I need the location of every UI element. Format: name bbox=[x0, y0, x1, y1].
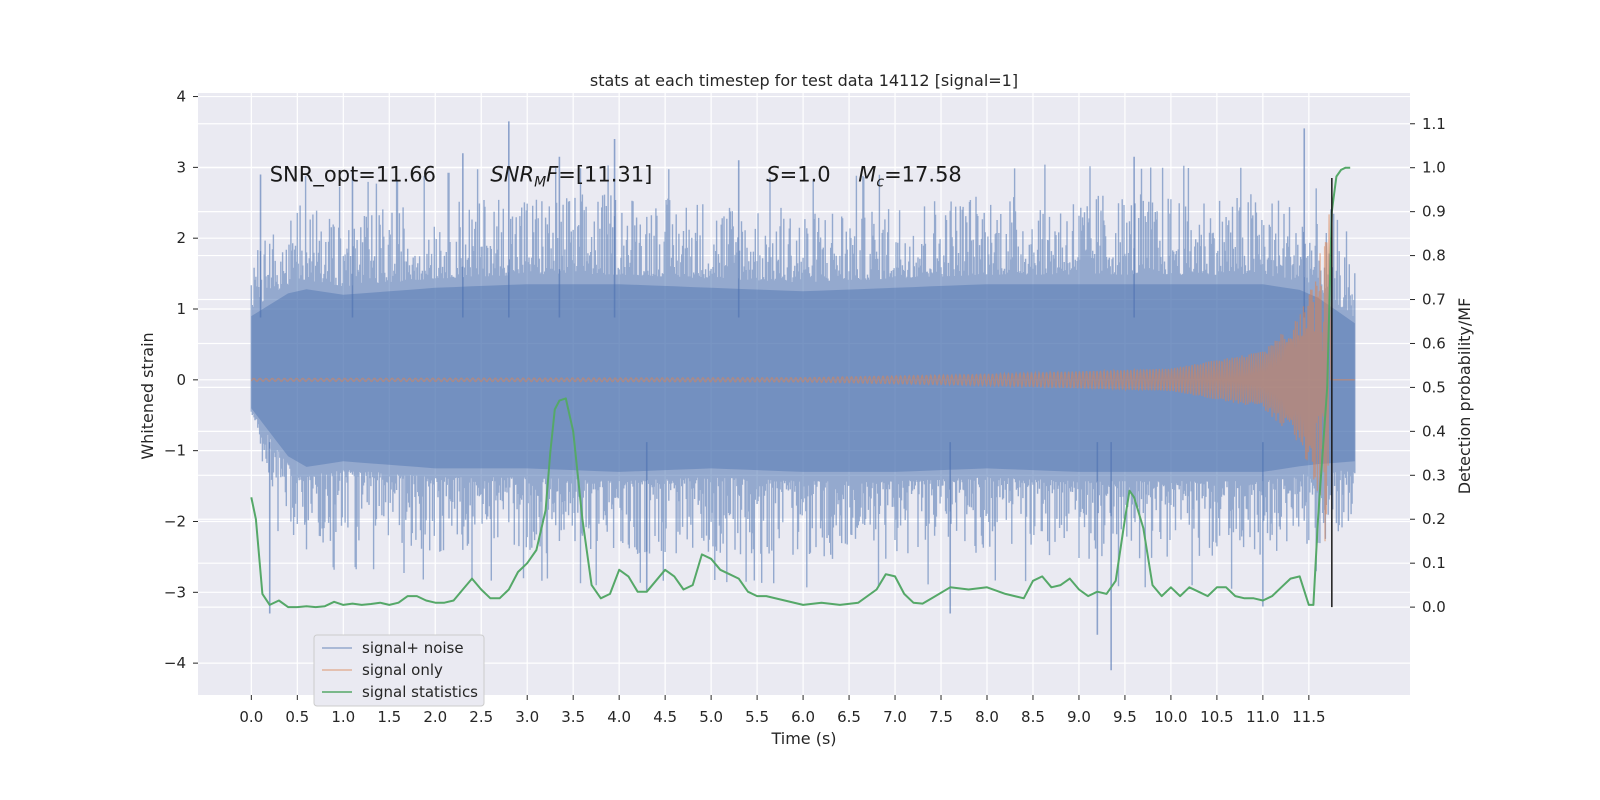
x-tick-label: 10.5 bbox=[1200, 708, 1233, 726]
annotation-text: S=1.0 bbox=[766, 162, 830, 186]
x-tick-label: 3.5 bbox=[561, 708, 585, 726]
x-tick-label: 0.5 bbox=[285, 708, 309, 726]
x-tick-label: 6.5 bbox=[837, 708, 861, 726]
y-left-tick-label: 2 bbox=[176, 229, 186, 247]
y-right-tick-label: 0.9 bbox=[1422, 203, 1446, 221]
chart-title: stats at each timestep for test data 141… bbox=[590, 71, 1018, 90]
series-signal-only bbox=[250, 214, 1355, 542]
y-right-tick-label: 0.8 bbox=[1422, 247, 1446, 265]
x-tick-label: 11.5 bbox=[1292, 708, 1325, 726]
x-tick-label: 4.0 bbox=[607, 708, 631, 726]
x-tick-label: 8.5 bbox=[1021, 708, 1045, 726]
y-right-tick-label: 0.0 bbox=[1422, 598, 1446, 616]
x-tick-label: 6.0 bbox=[791, 708, 815, 726]
noise-core bbox=[251, 284, 1355, 472]
right-y-axis-ticks: 0.0 0.1 0.2 0.3 0.4 0.5 0.6 0.7 0.8 0.9 1.0 1.1 bbox=[1410, 115, 1446, 616]
x-axis-label: Time (s) bbox=[770, 729, 836, 748]
y-left-tick-label: −1 bbox=[164, 442, 186, 460]
y-right-tick-label: 1.0 bbox=[1422, 159, 1446, 177]
chirp-trace bbox=[250, 214, 1355, 542]
y-right-tick-label: 0.5 bbox=[1422, 378, 1446, 396]
series-signal-plus-noise bbox=[250, 121, 1356, 671]
y-right-tick-label: 0.3 bbox=[1422, 466, 1446, 484]
y-right-tick-label: 0.2 bbox=[1422, 510, 1446, 528]
x-tick-label: 5.5 bbox=[745, 708, 769, 726]
x-tick-label: 1.0 bbox=[331, 708, 355, 726]
y-right-tick-label: 0.1 bbox=[1422, 554, 1446, 572]
legend-label-signal-statistics: signal statistics bbox=[362, 683, 478, 701]
y-left-tick-label: −4 bbox=[164, 654, 186, 672]
y-left-tick-label: 4 bbox=[176, 88, 186, 106]
annotation-text: SNRMF=[11.31] bbox=[490, 162, 652, 190]
y-right-tick-label: 0.4 bbox=[1422, 422, 1446, 440]
left-y-axis-ticks: −4 −3 −2 −1 0 1 2 3 4 bbox=[164, 88, 198, 672]
y-left-tick-label: 1 bbox=[176, 300, 186, 318]
x-tick-label: 8.0 bbox=[975, 708, 999, 726]
statistics-line bbox=[250, 166, 1351, 609]
x-tick-label: 1.5 bbox=[377, 708, 401, 726]
annotation-text: SNR_opt=11.66 bbox=[270, 162, 436, 187]
annotation-text: Mc=17.58 bbox=[858, 162, 962, 190]
y-left-tick-label: 3 bbox=[176, 158, 186, 176]
x-tick-label: 2.0 bbox=[423, 708, 447, 726]
x-tick-label: 7.5 bbox=[929, 708, 953, 726]
x-tick-label: 4.5 bbox=[653, 708, 677, 726]
legend-label-signal-only: signal only bbox=[362, 661, 443, 679]
left-y-axis-label: Whitened strain bbox=[138, 332, 157, 459]
y-left-tick-label: −2 bbox=[164, 512, 186, 530]
annotations: SNR_opt=11.66 SNRMF=[11.31] S=1.0 Mc=17.58 bbox=[270, 162, 962, 190]
y-right-tick-label: 0.7 bbox=[1422, 291, 1446, 309]
right-y-axis-label: Detection probability/MF bbox=[1455, 298, 1474, 495]
x-tick-label: 5.0 bbox=[699, 708, 723, 726]
legend: signal+ noise signal only signal statist… bbox=[313, 634, 485, 707]
x-tick-label: 9.5 bbox=[1113, 708, 1137, 726]
y-left-tick-label: −3 bbox=[164, 583, 186, 601]
y-left-tick-label: 0 bbox=[176, 371, 186, 389]
series-signal-statistics bbox=[250, 166, 1351, 609]
x-tick-label: 7.0 bbox=[883, 708, 907, 726]
y-right-tick-label: 0.6 bbox=[1422, 334, 1446, 352]
legend-box bbox=[313, 634, 485, 707]
x-tick-label: 0.0 bbox=[239, 708, 263, 726]
x-tick-label: 2.5 bbox=[469, 708, 493, 726]
y-right-tick-label: 1.1 bbox=[1422, 115, 1446, 133]
legend-label-signal-plus-noise: signal+ noise bbox=[362, 639, 464, 657]
x-tick-label: 9.0 bbox=[1067, 708, 1091, 726]
x-tick-label: 11.0 bbox=[1246, 708, 1279, 726]
x-tick-label: 10.0 bbox=[1154, 708, 1187, 726]
x-tick-label: 3.0 bbox=[515, 708, 539, 726]
x-axis-ticks: 0.0 0.5 1.0 1.5 2.0 2.5 3.0 3.5 4.0 4.5 5.0 5.5 6.0 6… bbox=[239, 695, 1326, 726]
